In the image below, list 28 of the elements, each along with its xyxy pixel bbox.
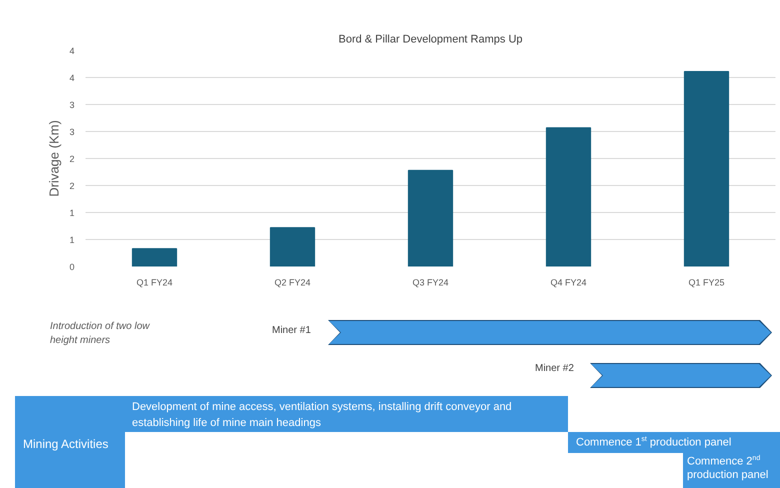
bar — [684, 71, 730, 266]
x-tick-label: Q4 FY24 — [550, 278, 587, 288]
text: Miner #1 — [272, 324, 311, 338]
y-tick-label: 2 — [69, 181, 75, 191]
y-tick-label: 1 — [69, 235, 75, 245]
y-tick-label: 1 — [69, 208, 75, 218]
y-axis-title: Drivage (Km) — [46, 120, 62, 197]
text: Introduction of two low height miners — [50, 320, 151, 348]
text: Miner #2 — [535, 362, 574, 376]
x-tick-label: Q2 FY24 — [274, 278, 311, 288]
y-tick-label: 3 — [69, 127, 75, 137]
x-tick-label: Q1 FY24 — [136, 278, 173, 288]
y-tick-label: 0 — [69, 262, 75, 272]
x-tick-label: Q3 FY24 — [412, 278, 449, 288]
x-tick-label: Q1 FY25 — [688, 278, 725, 288]
bar — [546, 127, 592, 266]
text: Commence 1$^{st}$ production panel — [568, 432, 780, 453]
text: Development of mine access, ventilation systems, installing drift conveyor and establishing life of mine main headings — [15, 396, 568, 432]
y-tick-label: 4 — [69, 46, 75, 56]
y-tick-label: 4 — [69, 73, 75, 83]
bar — [408, 170, 454, 266]
y-tick-label: 3 — [69, 100, 75, 110]
bar — [270, 227, 316, 266]
bar — [132, 248, 178, 266]
text: Commence 2$^{nd}$ production panel — [683, 453, 780, 488]
y-tick-label: 2 — [69, 154, 75, 164]
chart-title: Bord & Pillar Development Ramps Up — [338, 34, 523, 46]
text: Mining Activities — [15, 432, 125, 488]
